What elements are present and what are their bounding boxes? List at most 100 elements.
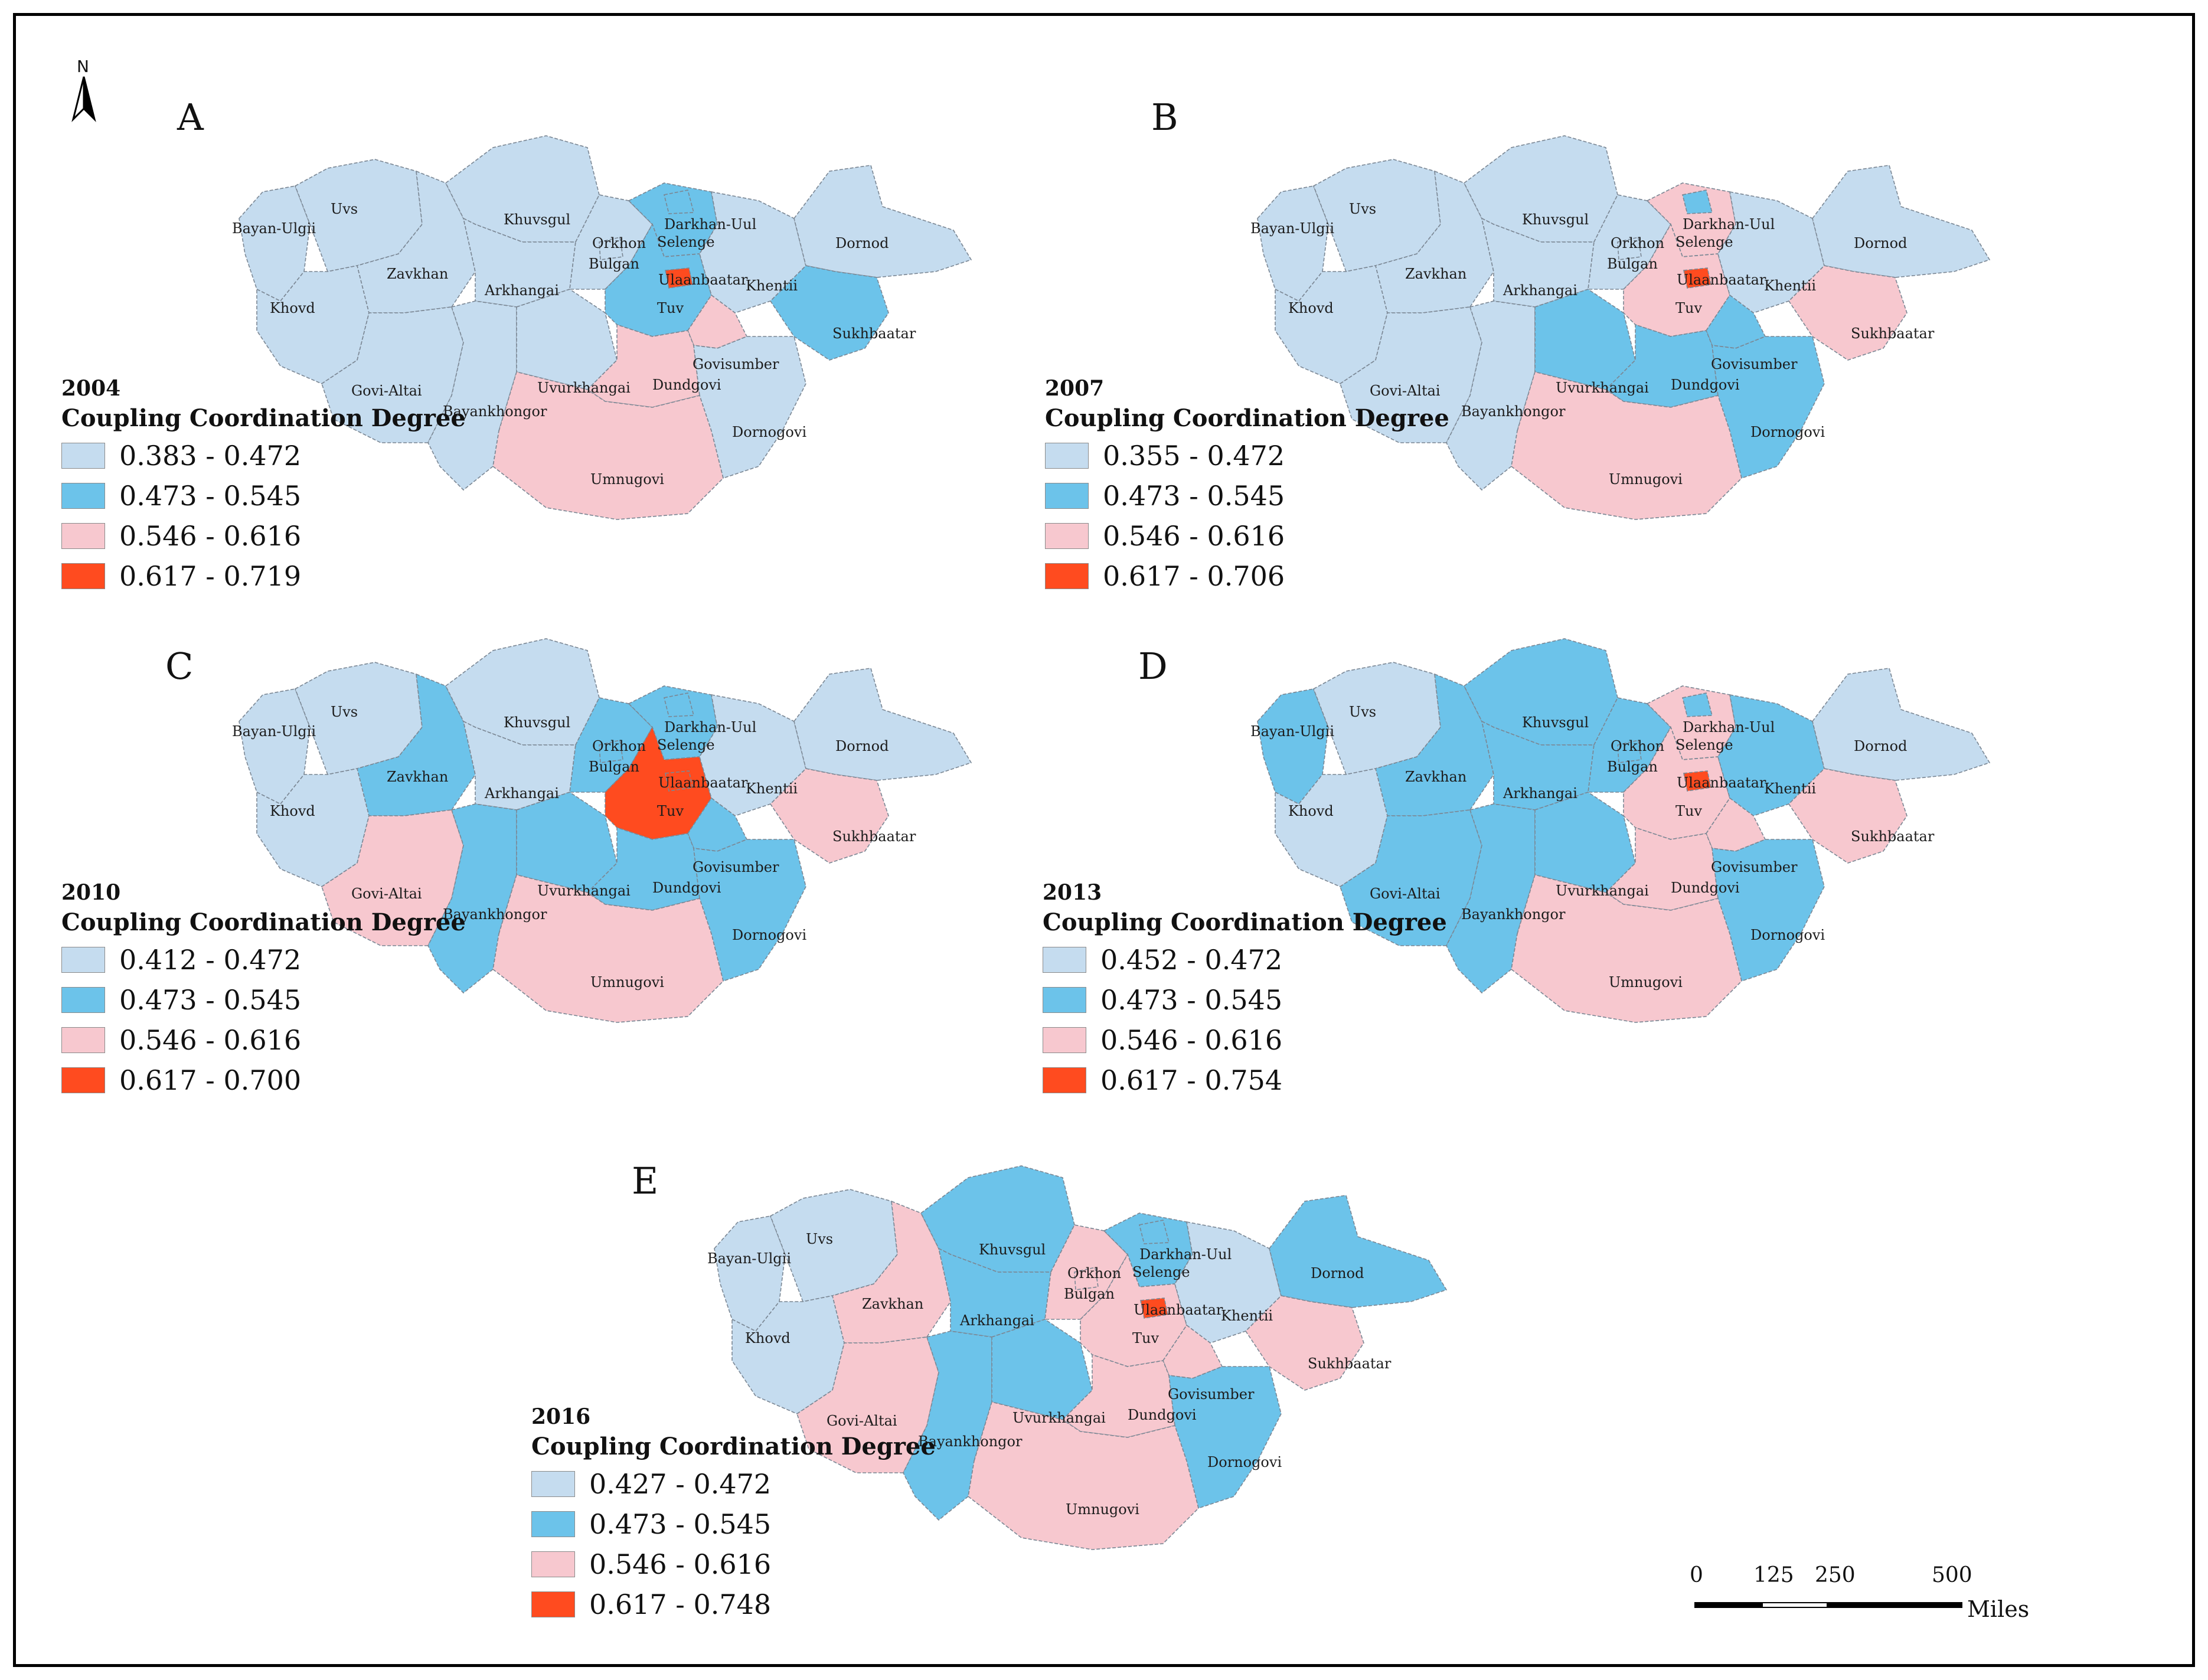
province-label-dornod: Dornod [1854,738,1907,754]
province-orkhon [1617,237,1642,260]
province-label-selenge: Selenge [1675,737,1733,753]
legend-range: 0.412 - 0.472 [119,944,302,976]
province-label-ulaanbaatar: Ulaanbaatar [1134,1302,1223,1318]
panel-label-c: C [165,645,194,688]
legend-title: Coupling Coordination Degree [531,1433,936,1460]
province-label-dundgovi: Dundgovi [1128,1407,1197,1423]
province-label-khovd: Khovd [1288,803,1334,819]
scale-segment [1762,1602,1828,1608]
province-label-khovd: Khovd [270,803,315,819]
legend-row: 0.546 - 0.616 [61,516,466,556]
province-label-dornogovi: Dornogovi [1207,1454,1282,1470]
province-govi-altai [1340,306,1482,443]
province-arkhangai [938,1247,1051,1338]
province-label-arkhangai: Arkhangai [484,785,559,802]
legend-row: 0.546 - 0.616 [1043,1020,1447,1060]
province-khentii [1717,694,1825,816]
legend-swatch-4 [1045,563,1089,589]
legend-row: 0.546 - 0.616 [531,1544,936,1584]
province-label-khovd: Khovd [1288,300,1334,316]
province-label-govisumber: Govisumber [693,859,779,875]
province-bayankhongor [427,803,517,994]
province-label-dornogovi: Dornogovi [732,927,806,943]
province-label-selenge: Selenge [657,737,715,753]
legend-swatch-2 [61,987,105,1013]
province-ulaanbaatar [665,770,693,792]
province-label-selenge: Selenge [1132,1264,1190,1280]
province-orkhon [1617,740,1642,763]
province-darkhan-uul [1139,1220,1170,1244]
province-label-uvs: Uvs [331,704,358,720]
province-label-tuv: Tuv [657,300,684,316]
province-bayankhongor [903,1331,992,1521]
legend-swatch-4 [531,1591,575,1617]
province-label-bayan-ulgii: Bayan-Ulgii [232,723,316,740]
legend-year: 2007 [1045,376,1105,401]
province-uvurkhangai [1534,792,1636,893]
province-ulaanbaatar [1683,267,1711,289]
legend-row: 0.617 - 0.719 [61,556,466,596]
province-label-govisumber: Govisumber [1711,859,1798,875]
province-label-bayan-ulgii: Bayan-Ulgii [707,1250,791,1267]
legend-range: 0.473 - 0.545 [119,984,302,1016]
legend-row: 0.617 - 0.700 [61,1060,466,1100]
province-bayankhongor [1446,300,1536,491]
scale-segment [1828,1602,1962,1608]
panel-label-d: D [1138,645,1168,688]
province-label-govi-altai: Govi-Altai [1370,383,1441,399]
province-label-dornod: Dornod [1311,1265,1364,1282]
legend-range: 0.617 - 0.748 [589,1589,772,1620]
province-uvurkhangai [516,289,618,390]
legend-2013: 2013 Coupling Coordination Degree 0.452 … [1043,880,1447,1100]
province-label-orkhon: Orkhon [592,235,646,251]
province-label-orkhon: Orkhon [1611,235,1664,251]
legend-year: 2010 [61,880,121,905]
province-label-dundgovi: Dundgovi [652,377,721,393]
province-label-dundgovi: Dundgovi [1671,880,1740,896]
province-label-arkhangai: Arkhangai [484,282,559,299]
province-arkhangai [462,217,576,308]
province-uvurkhangai [991,1319,1093,1420]
province-khentii [1717,191,1825,313]
province-label-umnugovi: Umnugovi [1609,471,1683,488]
province-uvs [1313,159,1441,272]
legend-row: 0.617 - 0.754 [1043,1060,1447,1100]
province-label-zavkhan: Zavkhan [862,1296,923,1312]
province-label-uvurkhangai: Uvurkhangai [537,380,631,396]
map-2013: Bayan-Ulgii Uvs Khovd Zavkhan Govi-Altai Khuv… [1250,638,1991,1023]
scale-tick: 500 [1932,1563,1972,1587]
province-label-govisumber: Govisumber [1711,356,1798,372]
legend-year: 2013 [1043,880,1102,905]
panel-label-a: A [177,96,204,139]
province-uvs [1313,662,1441,775]
province-bayankhongor [1446,803,1536,994]
legend-swatch-4 [61,563,105,589]
province-label-bayan-ulgii: Bayan-Ulgii [1250,723,1334,740]
legend-row: 0.546 - 0.616 [61,1020,466,1060]
legend-range: 0.427 - 0.472 [589,1468,772,1500]
province-label-bayankhongor: Bayankhongor [918,1433,1023,1450]
panel-label-b: B [1151,96,1178,139]
legend-swatch-2 [531,1511,575,1537]
province-ulaanbaatar [665,267,693,289]
province-sukhbaatar [1788,265,1907,361]
legend-swatch-2 [1045,483,1089,509]
province-uvs [295,662,423,775]
province-dornod [793,165,972,278]
map-2007: Bayan-Ulgii Uvs Khovd Zavkhan Govi-Altai Khuv… [1250,135,1991,520]
scale-tick: 125 [1753,1563,1794,1587]
legend-range: 0.473 - 0.545 [1103,480,1285,512]
province-dornod [1812,668,1991,781]
province-label-umnugovi: Umnugovi [1066,1501,1139,1518]
province-label-khuvsgul: Khuvsgul [504,211,570,228]
province-label-sukhbaatar: Sukhbaatar [1308,1355,1392,1372]
province-label-sukhbaatar: Sukhbaatar [832,325,916,342]
province-uvurkhangai [1534,289,1636,390]
province-label-bulgan: Bulgan [1607,256,1658,272]
province-label-uvs: Uvs [1349,704,1376,720]
legend-range: 0.546 - 0.616 [589,1548,772,1580]
legend-row: 0.355 - 0.472 [1045,436,1449,476]
legend-range: 0.617 - 0.719 [119,560,302,592]
province-label-zavkhan: Zavkhan [1405,769,1466,785]
legend-swatch-1 [1045,443,1089,469]
